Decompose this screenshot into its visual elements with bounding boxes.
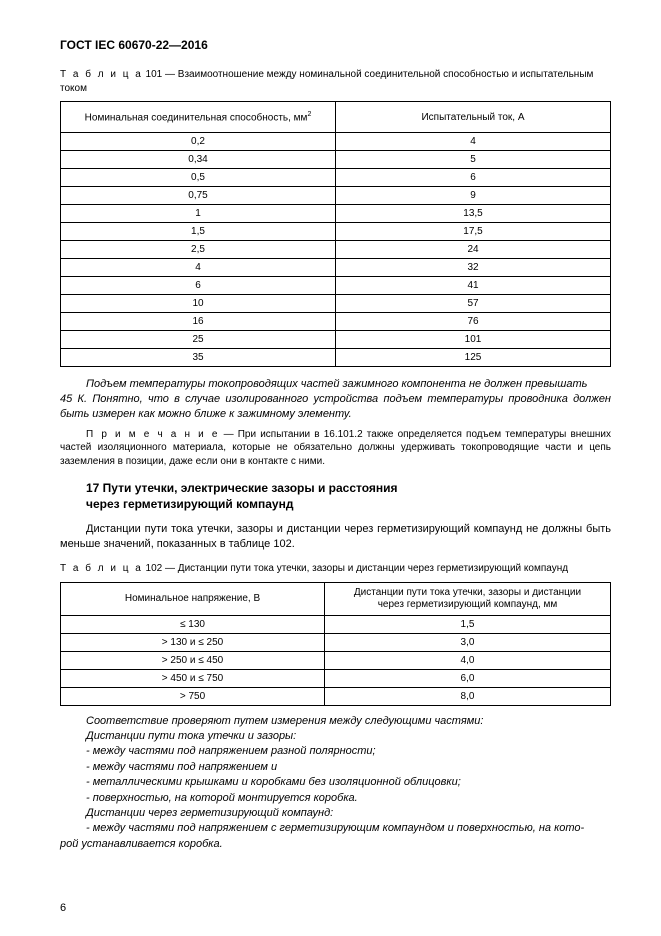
paragraph-plain-1a: Дистанции пути тока утечки, зазоры и дис… [60,523,582,535]
list-line-1: Соответствие проверяют путем измерения м… [60,714,611,729]
table-cell: 6 [336,169,611,187]
table-101-col1-header-text: Номинальная соединительная способность, … [85,112,308,123]
table-row: 641 [61,277,611,295]
table-cell: 6 [61,277,336,295]
table-cell: 1,5 [61,223,336,241]
table-row: > 7508,0 [61,687,611,705]
table-102-col2-header: Дистанции пути тока утечки, зазоры и дис… [325,582,611,615]
table-row: 1,517,5 [61,223,611,241]
table-row: > 130 и ≤ 2503,0 [61,633,611,651]
table-cell: 0,5 [61,169,336,187]
table-row: 25101 [61,331,611,349]
table-row: > 250 и ≤ 4504,0 [61,651,611,669]
list-line-3: - между частями под напряжением разной п… [60,744,611,759]
table-cell: 5 [336,151,611,169]
table-row: 0,759 [61,187,611,205]
table-cell: 32 [336,259,611,277]
table-cell: 57 [336,295,611,313]
table-row: ≤ 1301,5 [61,615,611,633]
table-cell: ≤ 130 [61,615,325,633]
table-cell: 101 [336,331,611,349]
table-cell: 4 [61,259,336,277]
table-101-caption-prefix: Т а б л и ц а [60,69,143,80]
table-101-col1-header: Номинальная соединительная способность, … [61,102,336,133]
paragraph-plain-1: Дистанции пути тока утечки, зазоры и дис… [60,522,611,552]
table-row: 0,345 [61,151,611,169]
list-line-2: Дистанции пути тока утечки и зазоры: [60,729,611,744]
table-cell: 4,0 [325,651,611,669]
table-row: > 450 и ≤ 7506,0 [61,669,611,687]
table-102-col2-header-a: Дистанции пути тока утечки, зазоры и дис… [354,587,581,598]
table-cell: 24 [336,241,611,259]
list-line-5: - металлическими крышками и коробками бе… [60,775,611,790]
table-row: 113,5 [61,205,611,223]
table-102-caption: Т а б л и ц а 102 — Дистанции пути тока … [60,562,611,576]
list-line-8a: - между частями под напряжением с гермет… [60,821,611,836]
table-cell: > 450 и ≤ 750 [61,669,325,687]
table-cell: 13,5 [336,205,611,223]
paragraph-italic-1a: Подъем температуры токопроводящих частей… [60,377,611,392]
table-102-header-row: Номинальное напряжение, В Дистанции пути… [61,582,611,615]
table-row: 35125 [61,349,611,367]
table-row: 432 [61,259,611,277]
table-cell: > 750 [61,687,325,705]
table-cell: 8,0 [325,687,611,705]
table-101-header-row: Номинальная соединительная способность, … [61,102,611,133]
table-row: 0,24 [61,133,611,151]
table-cell: 0,75 [61,187,336,205]
page: ГОСТ IEC 60670-22—2016 Т а б л и ц а 101… [0,0,661,936]
italic-list: Соответствие проверяют путем измерения м… [60,714,611,853]
note-1: П р и м е ч а н и е — При испытании в 16… [60,428,611,469]
paragraph-italic-1: Подъем температуры токопроводящих частей… [60,377,611,422]
table-cell: 0,34 [61,151,336,169]
table-cell: 76 [336,313,611,331]
table-cell: 1 [61,205,336,223]
table-101-caption: Т а б л и ц а 101 — Взаимоотношение межд… [60,68,611,95]
document-id: ГОСТ IEC 60670-22—2016 [60,38,611,52]
table-102-caption-text: 102 — Дистанции пути тока утечки, зазоры… [143,563,568,574]
table-102-col1-header: Номинальное напряжение, В [61,582,325,615]
table-cell: 16 [61,313,336,331]
table-cell: 125 [336,349,611,367]
list-line-4: - между частями под напряжением и [60,760,611,775]
table-cell: 17,5 [336,223,611,241]
list-line-8b: рой устанавливается коробка. [60,837,611,852]
paragraph-italic-1b: 45 К. Понятно, что в случае изолированно… [60,393,611,420]
table-cell: 10 [61,295,336,313]
list-line-6: - поверхностью, на которой монтируется к… [60,791,611,806]
list-line-7: Дистанции через герметизирующий компаунд… [60,806,611,821]
table-cell: 2,5 [61,241,336,259]
table-cell: 6,0 [325,669,611,687]
table-row: 1057 [61,295,611,313]
table-cell: 0,2 [61,133,336,151]
table-row: 0,56 [61,169,611,187]
heading-17: 17 Пути утечки, электрические зазоры и р… [86,480,611,512]
table-cell: > 130 и ≤ 250 [61,633,325,651]
table-102-caption-prefix: Т а б л и ц а [60,563,143,574]
table-cell: 1,5 [325,615,611,633]
heading-17-line1: 17 Пути утечки, электрические зазоры и р… [86,481,398,495]
heading-17-line2: через герметизирующий компаунд [86,497,293,511]
table-101-col1-header-sup: 2 [307,111,311,118]
table-101-col2-header: Испытательный ток, А [336,102,611,133]
table-cell: 9 [336,187,611,205]
table-cell: 41 [336,277,611,295]
table-102: Номинальное напряжение, В Дистанции пути… [60,582,611,706]
page-number: 6 [60,902,66,914]
table-row: 2,524 [61,241,611,259]
table-row: 1676 [61,313,611,331]
table-101: Номинальная соединительная способность, … [60,101,611,367]
note-prefix: П р и м е ч а н и е [86,429,219,440]
table-102-col2-header-b: через герметизирующий компаунд, мм [378,599,558,610]
table-cell: 4 [336,133,611,151]
table-cell: > 250 и ≤ 450 [61,651,325,669]
table-cell: 3,0 [325,633,611,651]
table-cell: 35 [61,349,336,367]
table-cell: 25 [61,331,336,349]
